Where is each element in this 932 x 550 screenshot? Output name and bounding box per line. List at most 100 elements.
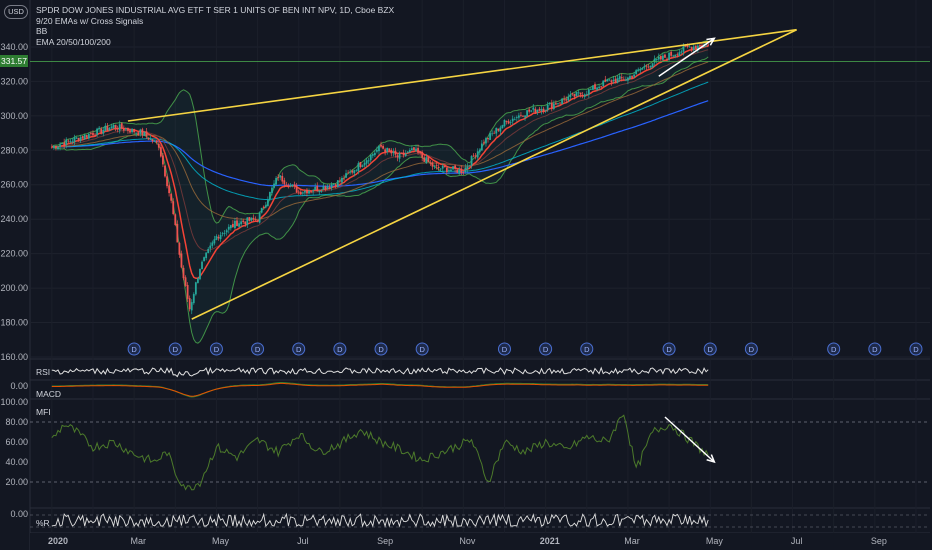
- candle: [587, 89, 590, 95]
- mfi-line: [51, 414, 709, 491]
- macd-signal-line: [51, 382, 709, 397]
- candle: [102, 130, 105, 134]
- candle: [464, 167, 467, 173]
- dividend-marker: D: [251, 342, 265, 356]
- candle: [392, 151, 395, 154]
- candle: [540, 109, 543, 111]
- candle: [443, 165, 446, 168]
- dividend-marker: D: [539, 342, 553, 356]
- candle: [334, 184, 337, 187]
- candle: [231, 223, 234, 228]
- candle: [184, 277, 187, 286]
- candle: [369, 154, 372, 161]
- dividend-marker-label: D: [749, 345, 755, 354]
- dividend-marker-label: D: [831, 345, 837, 354]
- dividend-marker-label: D: [584, 345, 590, 354]
- candle: [124, 128, 127, 130]
- candle: [439, 168, 442, 170]
- candle: [180, 253, 183, 268]
- candle: [85, 135, 88, 138]
- candle: [194, 282, 197, 295]
- candle: [67, 140, 70, 142]
- candle: [297, 191, 300, 193]
- candle: [678, 52, 681, 56]
- candle: [306, 189, 308, 194]
- candle: [577, 92, 580, 94]
- price-arrow-head: [706, 37, 716, 46]
- candle: [641, 68, 644, 70]
- candle: [219, 234, 222, 240]
- candle: [517, 115, 520, 118]
- candle: [367, 160, 370, 162]
- candle: [532, 107, 535, 110]
- dividend-marker-label: D: [255, 345, 261, 354]
- ema-50-line: [51, 61, 709, 220]
- dividend-marker-label: D: [214, 345, 220, 354]
- y-tick-label: 20.00: [5, 477, 28, 487]
- candle: [207, 248, 210, 254]
- candle: [176, 223, 179, 243]
- x-tick-label: Mar: [624, 536, 640, 546]
- dividend-marker: D: [168, 342, 182, 356]
- candle: [655, 58, 658, 60]
- candle: [499, 127, 502, 132]
- candle: [542, 108, 545, 111]
- candle: [170, 193, 173, 201]
- candle: [295, 185, 298, 193]
- dividend-marker: D: [209, 342, 223, 356]
- candle: [602, 80, 605, 87]
- currency-button[interactable]: USD: [4, 5, 28, 19]
- candle: [575, 92, 578, 96]
- candle: [417, 148, 419, 153]
- indicator-label[interactable]: 9/20 EMAs w/ Cross Signals: [36, 15, 144, 26]
- candle: [629, 76, 631, 79]
- candle: [285, 184, 288, 186]
- trendline: [127, 28, 797, 122]
- candle: [283, 180, 286, 184]
- candle: [110, 126, 113, 129]
- candle: [242, 220, 245, 223]
- indicator-label[interactable]: BB: [36, 26, 48, 36]
- candle: [225, 230, 228, 233]
- candle: [120, 123, 123, 129]
- candle: [489, 133, 491, 140]
- candle: [594, 84, 596, 90]
- candle: [433, 165, 436, 167]
- wr-pane-label: %R: [36, 518, 50, 528]
- mfi-arrow-head: [706, 454, 716, 464]
- candle: [174, 214, 177, 226]
- candle: [227, 226, 230, 230]
- candle: [129, 130, 131, 133]
- candle: [361, 165, 364, 167]
- candle: [561, 98, 563, 105]
- candle: [252, 217, 255, 220]
- indicator-label[interactable]: EMA 20/50/100/200: [36, 36, 111, 47]
- candle: [378, 145, 380, 152]
- candle: [448, 170, 450, 172]
- candle: [320, 190, 323, 192]
- candle: [326, 186, 329, 189]
- candle: [470, 156, 473, 166]
- candle: [536, 109, 539, 113]
- candle: [659, 55, 662, 60]
- y-tick-label: 280.00: [0, 145, 28, 155]
- candle: [314, 186, 317, 191]
- candle: [118, 124, 121, 131]
- candle: [371, 154, 374, 156]
- candle: [425, 157, 428, 164]
- candle: [662, 55, 664, 60]
- candle: [246, 217, 249, 225]
- candle: [507, 121, 510, 124]
- candle: [57, 146, 59, 150]
- candle: [657, 56, 660, 60]
- candle: [460, 168, 463, 174]
- candle: [604, 79, 607, 82]
- candle: [122, 128, 125, 131]
- candle: [495, 128, 498, 134]
- candle: [696, 45, 699, 50]
- dividend-marker-label: D: [666, 345, 672, 354]
- candle: [65, 139, 68, 145]
- candle: [474, 155, 477, 157]
- candle: [437, 166, 440, 169]
